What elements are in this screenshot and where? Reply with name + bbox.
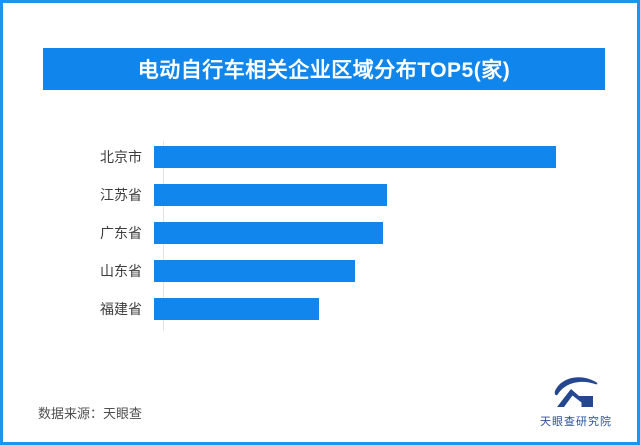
bar-track (154, 222, 556, 244)
bar (154, 260, 355, 282)
bar-chart: 北京市 江苏省 广东省 山东省 福建省 (3, 146, 637, 336)
brand-logo-block: 天眼查研究院 (531, 374, 621, 429)
tianyancha-swoosh-icon (554, 377, 598, 407)
chart-title: 电动自行车相关企业区域分布TOP5(家) (137, 59, 511, 82)
data-source-note: 数据来源：天眼查 (38, 406, 143, 421)
brand-name: 天眼查研究院 (540, 416, 612, 428)
bar-track (154, 184, 556, 206)
category-label: 广东省 (100, 225, 142, 241)
bar-track (154, 298, 556, 320)
bar (154, 146, 556, 168)
chart-row: 江苏省 (3, 184, 637, 206)
chart-title-banner: 电动自行车相关企业区域分布TOP5(家) (43, 48, 605, 90)
chart-row: 福建省 (3, 298, 637, 320)
chart-row: 山东省 (3, 260, 637, 282)
bar-track (154, 260, 556, 282)
bar-track (154, 146, 556, 168)
category-label: 北京市 (100, 149, 142, 165)
category-label: 江苏省 (100, 187, 142, 203)
category-label: 福建省 (100, 301, 142, 317)
chart-row: 北京市 (3, 146, 637, 168)
bar (154, 222, 384, 244)
bar (154, 298, 319, 320)
chart-row: 广东省 (3, 222, 637, 244)
category-label: 山东省 (100, 263, 142, 279)
bar (154, 184, 388, 206)
